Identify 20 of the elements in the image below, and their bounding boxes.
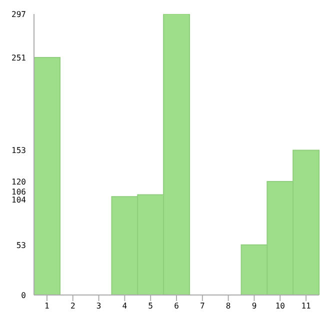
y-tick-label: 153 bbox=[12, 146, 26, 156]
x-tick-label: 5 bbox=[148, 302, 154, 311]
y-tick-label: 104 bbox=[12, 196, 26, 205]
x-tick-label: 3 bbox=[96, 302, 102, 311]
y-tick-label: 106 bbox=[12, 188, 26, 197]
x-tick-label: 7 bbox=[200, 302, 205, 311]
x-tick-label: 2 bbox=[70, 302, 76, 311]
y-tick-label: 251 bbox=[12, 54, 26, 63]
x-tick-label: 10 bbox=[275, 302, 286, 311]
x-tick-label: 8 bbox=[226, 302, 231, 311]
x-tick-label: 1 bbox=[44, 302, 50, 311]
x-tick-label: 11 bbox=[301, 302, 312, 311]
x-tick-label: 9 bbox=[252, 302, 257, 311]
y-tick-label: 120 bbox=[12, 177, 26, 186]
bar bbox=[34, 57, 60, 295]
y-tick-label: 297 bbox=[12, 10, 26, 19]
y-tick-label: 0 bbox=[21, 291, 26, 300]
x-tick-label: 6 bbox=[174, 302, 180, 311]
x-tick-label: 4 bbox=[122, 302, 128, 311]
y-tick-label: 53 bbox=[16, 240, 26, 250]
